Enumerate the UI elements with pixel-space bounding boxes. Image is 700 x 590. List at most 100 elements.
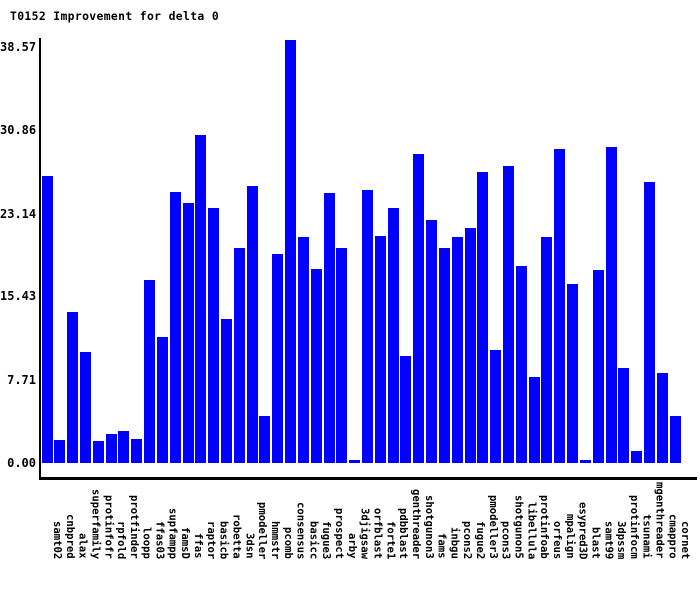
x-label-blast: blast	[589, 527, 602, 559]
y-tick-label: 15.43	[0, 289, 37, 304]
bar-protinfocm	[618, 368, 629, 463]
x-label-fugue2: fugue2	[474, 520, 487, 559]
bar-fugue3	[311, 269, 322, 463]
bar-fugue2	[465, 228, 476, 463]
x-label-cnbpred: cnbpred	[63, 514, 76, 559]
x-label-3dpssm: 3dpssm	[615, 520, 628, 559]
x-label-libellula: libellula	[525, 501, 538, 559]
bar-cnbpred	[54, 440, 65, 463]
bar-raptor	[195, 135, 206, 463]
bar-3dpssm	[606, 147, 617, 463]
bar-inbgu	[439, 248, 450, 463]
x-label-raptor: raptor	[204, 520, 217, 559]
y-tick-label: 7.71	[7, 372, 36, 387]
y-tick-label: 30.86	[0, 123, 37, 138]
x-label-pmodeller: pmodeller	[256, 501, 269, 559]
x-label-tsunami: tsunami	[640, 514, 653, 559]
x-label-supfampp: supfampp	[166, 507, 179, 559]
x-label-arby: arby	[345, 533, 358, 559]
bar-consensus	[285, 40, 296, 463]
x-label-loopp: loopp	[140, 527, 153, 559]
x-label-samt02: samt02	[51, 520, 63, 559]
bar-superfamily	[80, 352, 91, 463]
x-label-inbgu: inbgu	[448, 527, 461, 559]
bar-esypred3D	[567, 284, 578, 463]
x-label-forte1: forte1	[384, 520, 397, 559]
bar-protinfoab	[529, 377, 540, 463]
bar-mpalign	[554, 149, 565, 463]
y-tick-label: 23.14	[0, 206, 37, 221]
chart-title: T0152 Improvement for delta 0	[10, 9, 220, 23]
y-tick-label: 38.57	[0, 40, 37, 55]
bar-ffas03	[144, 280, 155, 463]
bar-mgenthreader	[644, 182, 655, 463]
x-label-protfinder: protfinder	[127, 495, 140, 559]
x-label-cornet: cornet	[679, 520, 692, 559]
bar-arby	[336, 248, 347, 463]
x-label-fugue3: fugue3	[320, 520, 333, 559]
x-label-ffas03: ffas03	[153, 520, 166, 559]
x-label-prospect: prospect	[333, 507, 346, 559]
bar-cmappro	[657, 373, 668, 463]
x-label-samt99: samt99	[602, 520, 615, 559]
x-axis-line	[39, 477, 697, 480]
bar-pdbblast	[388, 208, 399, 463]
x-label-genthreader: genthreader	[409, 488, 422, 559]
bar-3dsn	[234, 248, 245, 463]
x-label-superfamily: superfamily	[89, 488, 102, 559]
bar-hmmstr	[259, 416, 270, 463]
bar-fams	[426, 220, 437, 463]
x-label-basicb: basicb	[217, 520, 230, 559]
bar-basicb	[208, 208, 219, 463]
bar-samt99	[593, 270, 604, 463]
bar-pcons3	[490, 350, 501, 463]
bar-3djigsaw	[349, 460, 360, 463]
bar-protfinder	[118, 431, 129, 463]
x-label-pcomb: pcomb	[281, 527, 294, 559]
x-label-orfeus: orfeus	[550, 520, 563, 559]
x-label-mpalign: mpalign	[563, 514, 576, 559]
bar-tsunami	[631, 451, 642, 463]
bar-basicc	[298, 237, 309, 463]
bar-supfampp	[157, 337, 168, 463]
bar-pcomb	[272, 254, 283, 463]
x-label-pmodeller3: pmodeller3	[486, 495, 499, 559]
x-label-shotgunon5: shotgunon5	[512, 495, 525, 559]
x-label-mgenthreader: mgenthreader	[653, 482, 666, 559]
bar-cornet	[670, 416, 681, 463]
bar-famsD	[170, 192, 181, 463]
x-label-3dsn: 3dsn	[243, 533, 256, 559]
bar-ffas	[183, 203, 194, 463]
y-axis-line	[39, 38, 41, 479]
bar-protinfofr	[93, 441, 104, 463]
bar-loopp	[131, 439, 142, 463]
bar-samt02	[42, 176, 53, 463]
x-label-hmmstr: hmmstr	[268, 520, 281, 559]
x-label-protinfoab: protinfoab	[538, 495, 551, 559]
bar-shotgunon5	[503, 166, 514, 463]
bar-orfblast	[362, 190, 373, 463]
x-label-3djigsaw: 3djigsaw	[358, 507, 371, 559]
x-label-pdbblast: pdbblast	[397, 507, 410, 559]
x-label-esypred3D: esypred3D	[576, 501, 589, 559]
bar-prospect	[324, 193, 335, 463]
bar-robetta	[221, 319, 232, 463]
x-label-ffas: ffas	[192, 533, 205, 559]
x-label-basicc: basicc	[307, 520, 320, 559]
x-label-robetta: robetta	[230, 514, 243, 559]
x-label-shotgunon3: shotgunon3	[422, 495, 435, 559]
x-label-orfblast: orfblast	[371, 507, 384, 559]
x-label-alax: alax	[76, 533, 89, 559]
y-tick-label: 0.00	[7, 455, 36, 470]
x-label-pcons2: pcons2	[461, 520, 474, 559]
x-label-famsD: famsD	[179, 527, 192, 559]
x-label-consensus: consensus	[294, 501, 307, 559]
bar-orfeus	[541, 237, 552, 463]
x-label-fams: fams	[435, 533, 448, 559]
bar-libellula	[516, 266, 527, 463]
bar-pmodeller3	[477, 172, 488, 463]
bar-shotgunon3	[413, 154, 424, 463]
bar-genthreader	[400, 356, 411, 463]
x-label-protinfofr: protinfofr	[102, 495, 115, 559]
